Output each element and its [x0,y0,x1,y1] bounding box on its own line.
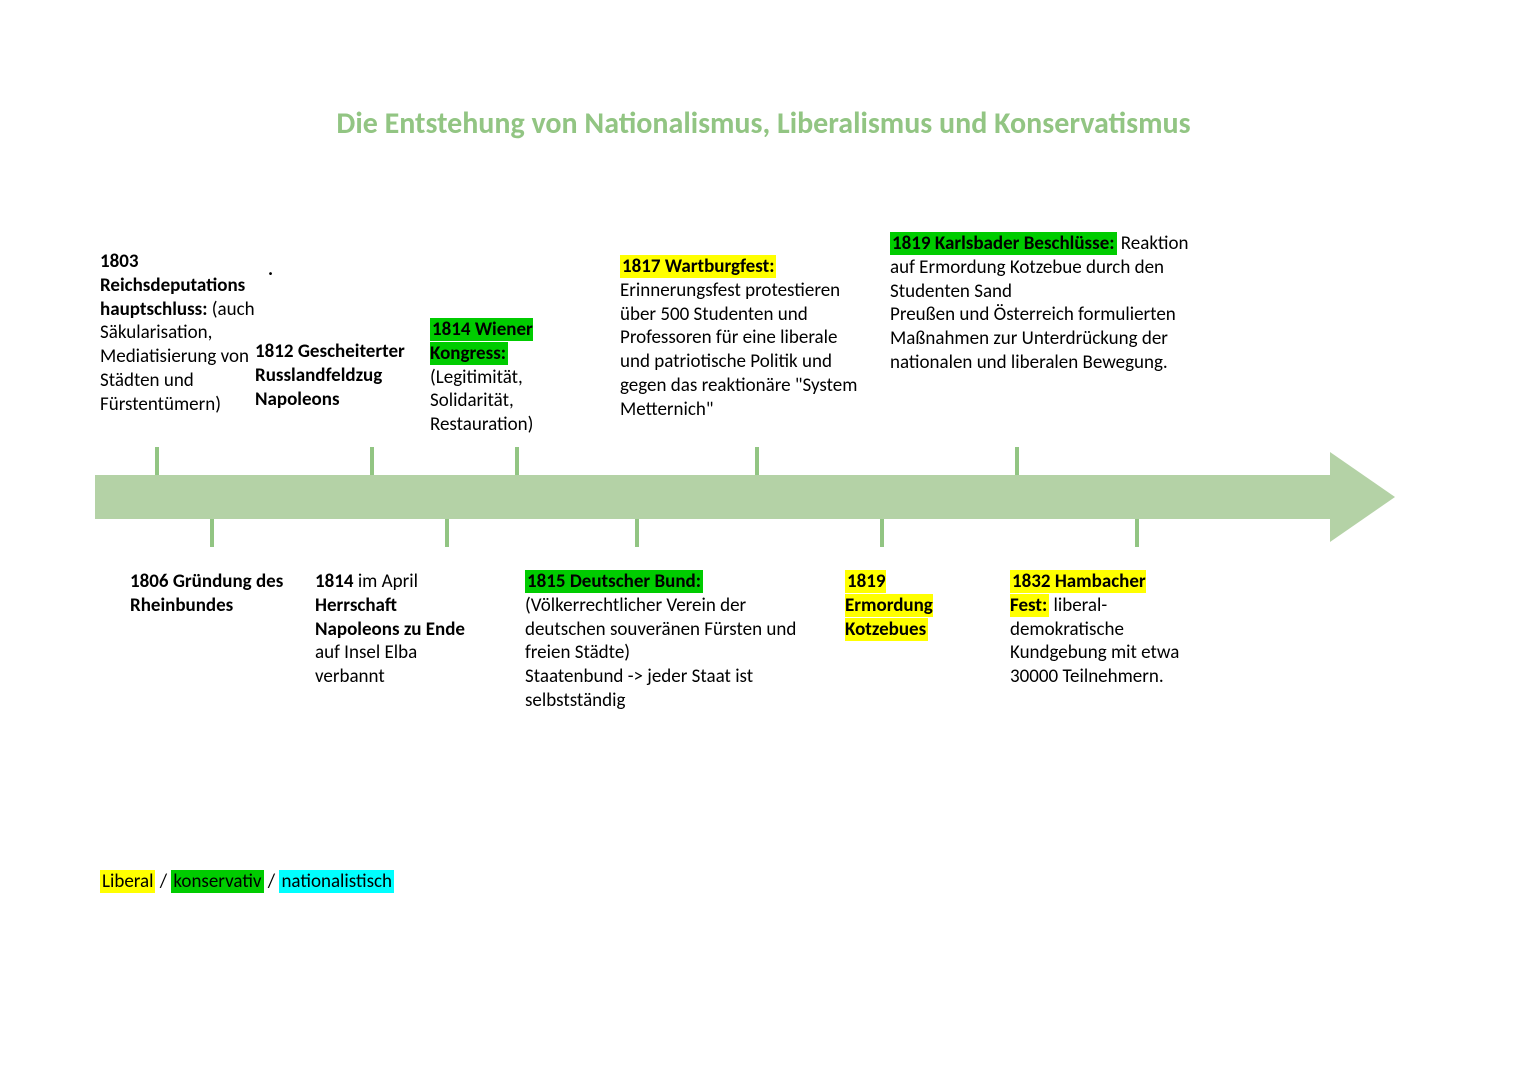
legend: Liberal / konservativ / nationalistisch [100,870,394,893]
timeline-tick [1015,447,1019,475]
legend-item: / [155,870,171,893]
timeline-tick [370,447,374,475]
timeline-tick [155,447,159,475]
timeline-tick [515,447,519,475]
timeline-event: 1819 Ermordung Kotzebues [845,570,975,641]
timeline-event: 1814 Wiener Kongress: (Legitimität, Soli… [430,318,580,437]
timeline-tick [635,519,639,547]
timeline-tick [755,447,759,475]
timeline-event: 1814 im April Herrschaft Napoleons zu En… [315,570,485,689]
timeline-event: 1803 Reichsdeputations hauptschluss: (au… [100,250,280,416]
legend-item: konservativ [171,870,263,893]
legend-item: / [264,870,280,893]
timeline-tick [210,519,214,547]
timeline-event: 1819 Karlsbader Beschlüsse: Reaktion auf… [890,232,1190,375]
timeline-arrow-head [1330,452,1395,542]
timeline-event: 1832 Hambacher Fest: liberal-demokratisc… [1010,570,1180,689]
legend-item: Liberal [100,870,155,893]
timeline-event: 1812 Gescheiterter Russlandfeldzug Napol… [255,340,425,411]
page-title: Die Entstehung von Nationalismus, Libera… [0,105,1527,142]
legend-item: nationalistisch [279,870,394,893]
timeline-tick [1135,519,1139,547]
timeline-tick [880,519,884,547]
timeline-event: 1815 Deutscher Bund: (Völkerrechtlicher … [525,570,805,713]
timeline-event: . [268,258,283,282]
timeline-tick [445,519,449,547]
timeline-event: 1817 Wartburgfest: Erinnerungsfest prote… [620,255,870,421]
timeline-event: 1806 Gründung des Rheinbundes [130,570,320,618]
timeline-arrow-body [95,475,1330,519]
